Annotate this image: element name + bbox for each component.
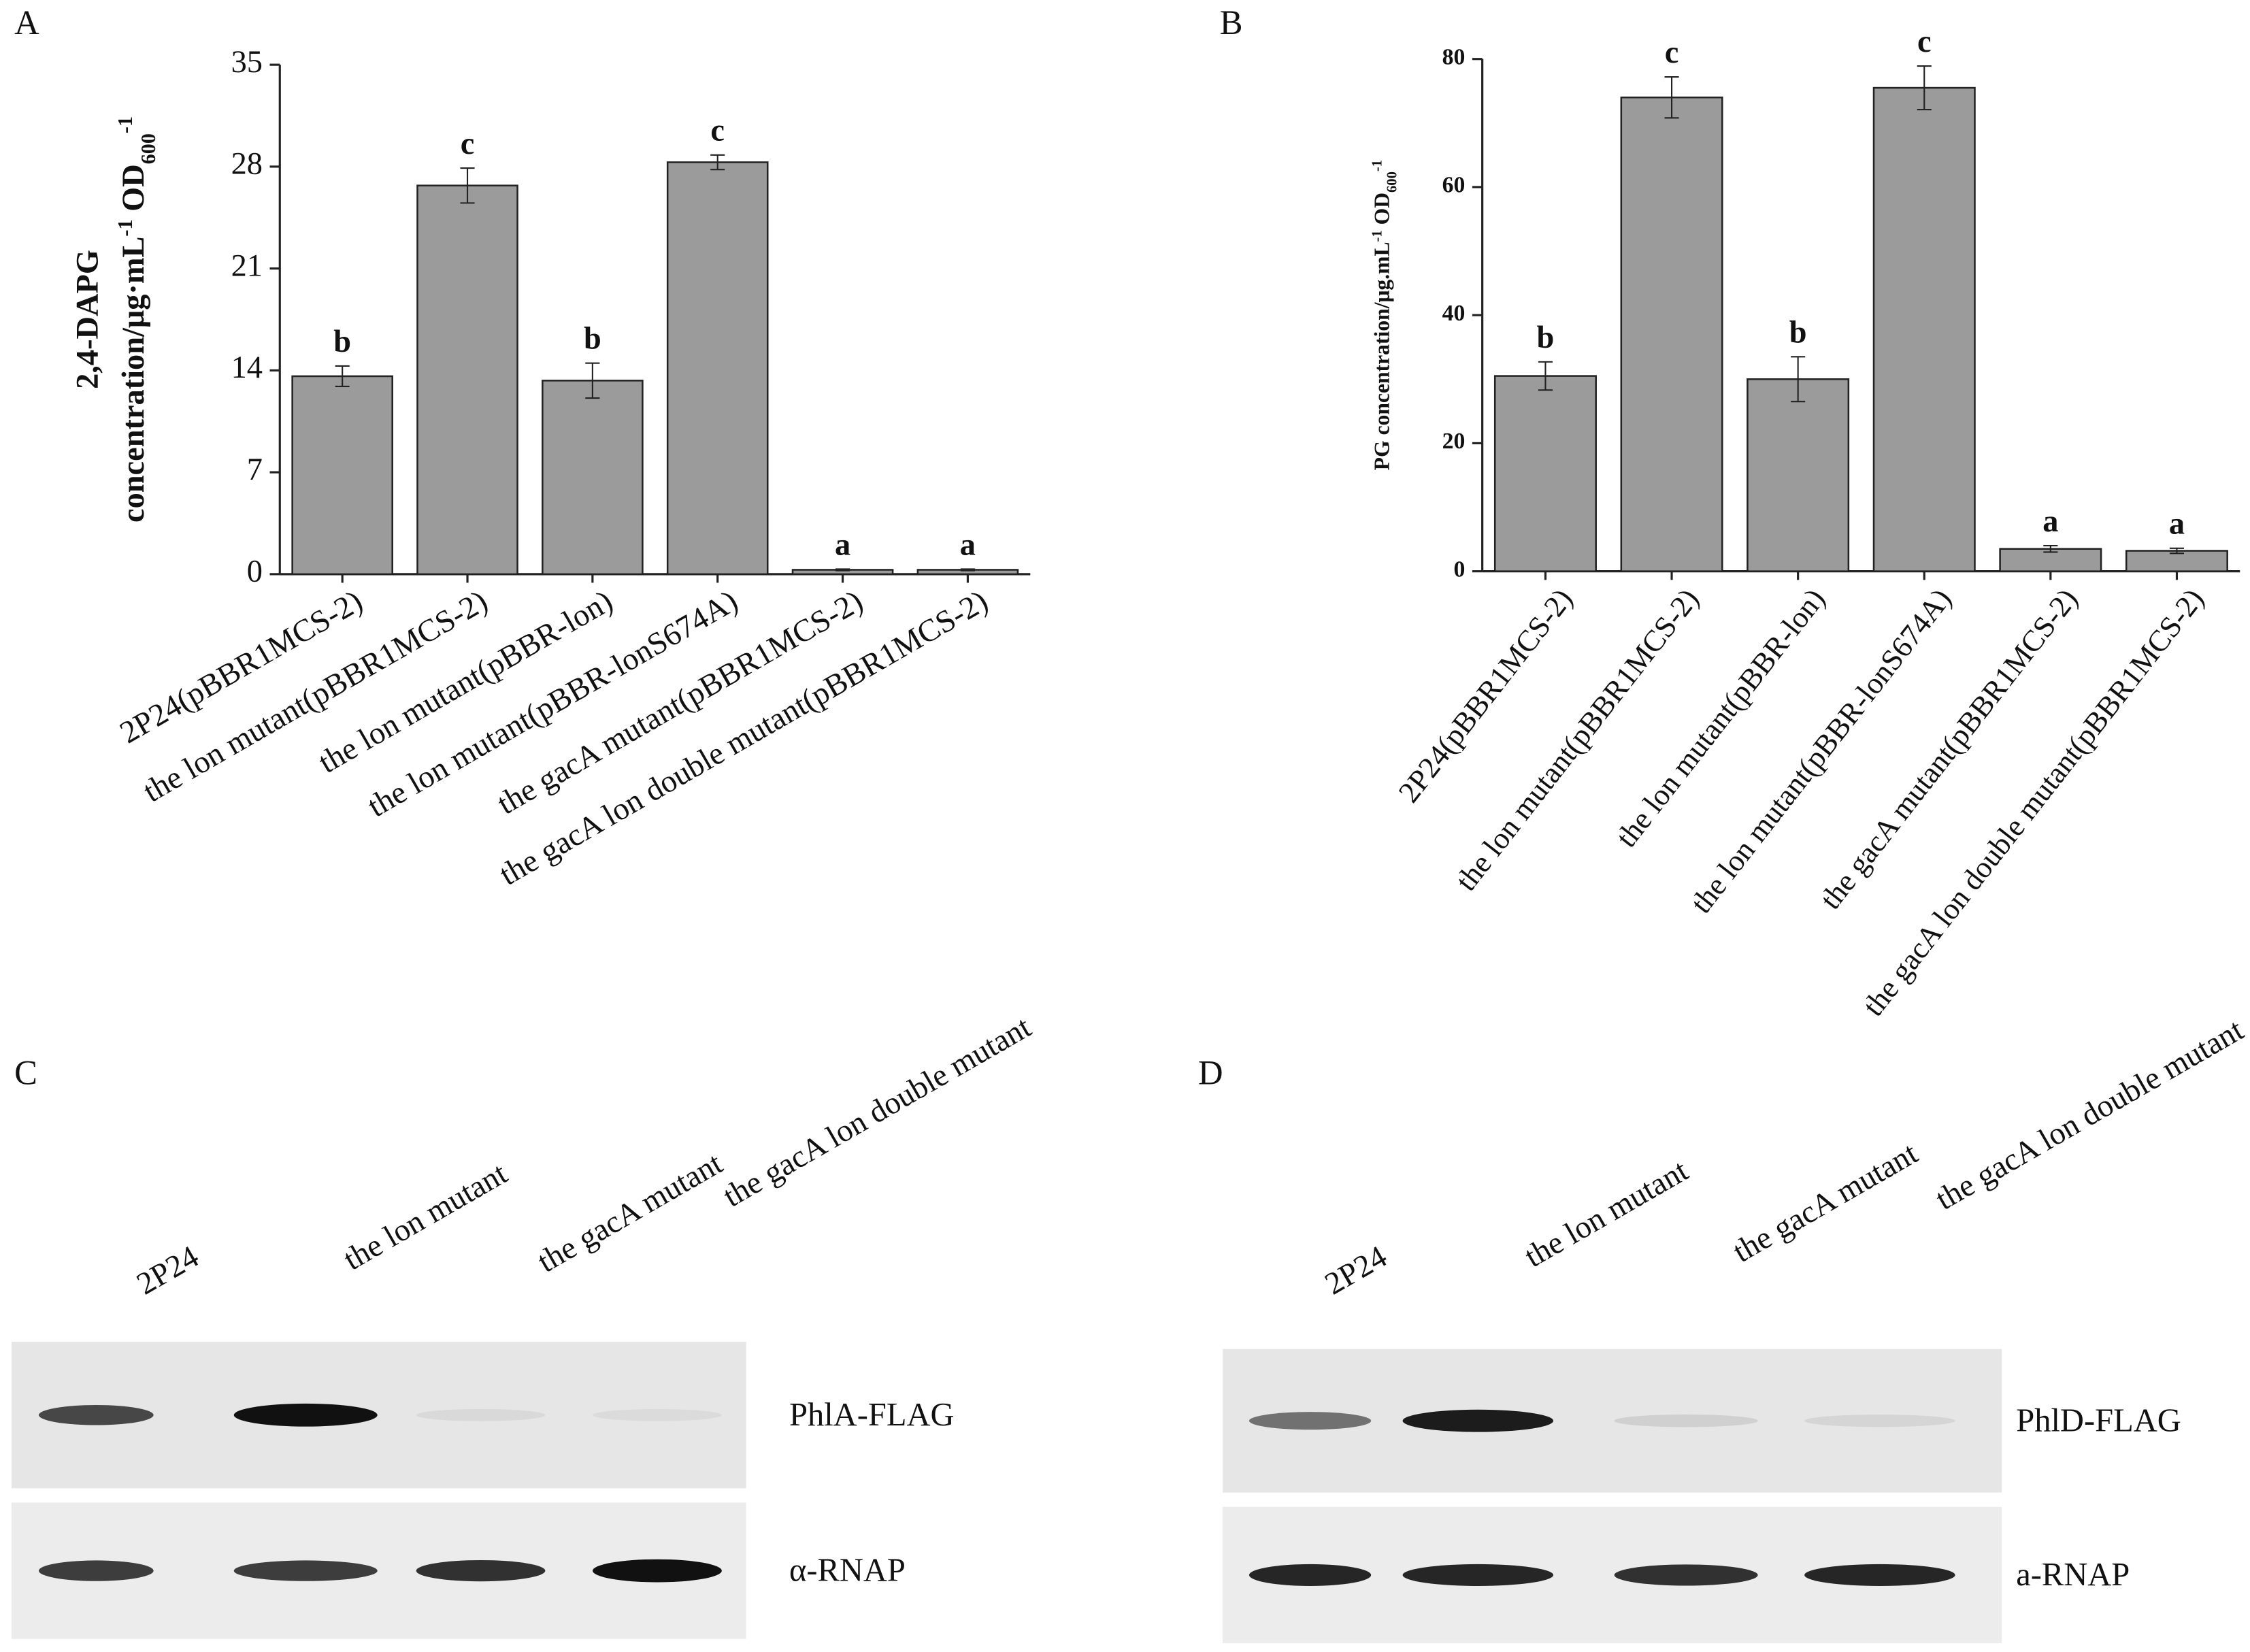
blot-band bbox=[1248, 1412, 1372, 1430]
y-tick-label: 80 bbox=[1442, 44, 1466, 69]
significance-letter: a bbox=[2169, 507, 2185, 542]
error-bar bbox=[1791, 356, 1806, 403]
y-tick-label: 7 bbox=[247, 452, 263, 487]
y-tick-label: 14 bbox=[231, 350, 263, 385]
blot-band bbox=[1804, 1564, 1955, 1586]
band-label: a-RNAP bbox=[2016, 1557, 2130, 1593]
lane-label: the gacA mutant bbox=[532, 1146, 729, 1279]
panel-label: C bbox=[14, 1054, 37, 1092]
significance-letter: b bbox=[1537, 320, 1555, 355]
y-tick-label: 0 bbox=[247, 555, 263, 589]
y-tick-label: 60 bbox=[1442, 173, 1466, 198]
blot-band bbox=[593, 1408, 722, 1421]
error-bar bbox=[585, 362, 600, 399]
significance-letter: c bbox=[1917, 24, 1932, 59]
x-tick-label: the lon mutant(pBBR-lon) bbox=[1610, 582, 1832, 853]
y-axis-label-part: OD bbox=[1370, 193, 1394, 230]
error-bar bbox=[1917, 65, 1932, 111]
error-bar bbox=[460, 167, 475, 204]
bar bbox=[1620, 96, 1723, 572]
significance-letter: c bbox=[710, 114, 725, 148]
y-axis-label-part: concentration/μg·mL bbox=[116, 237, 151, 523]
lane-label: 2P24 bbox=[1319, 1240, 1393, 1302]
significance-letter: a bbox=[960, 527, 976, 562]
error-bar bbox=[2043, 544, 2058, 553]
error-bar bbox=[335, 365, 350, 387]
blot-band bbox=[593, 1559, 722, 1583]
significance-letter: a bbox=[2042, 504, 2058, 539]
y-tick-label: 40 bbox=[1442, 301, 1466, 326]
blot-band bbox=[1804, 1415, 1955, 1427]
significance-letter: a bbox=[835, 527, 850, 562]
blot-band bbox=[38, 1405, 154, 1425]
error-bar bbox=[2169, 547, 2184, 555]
significance-letter: c bbox=[461, 127, 475, 161]
blot-band bbox=[1402, 1564, 1554, 1586]
blot-band bbox=[1248, 1564, 1372, 1586]
y-axis-label-part: OD bbox=[116, 164, 151, 219]
blot-band bbox=[233, 1560, 378, 1581]
blot-band bbox=[233, 1403, 378, 1427]
blot-band bbox=[1614, 1564, 1758, 1586]
blot-band bbox=[1614, 1414, 1758, 1427]
y-tick-label: 0 bbox=[1453, 557, 1465, 582]
bar bbox=[291, 375, 393, 576]
error-bar bbox=[1664, 76, 1679, 119]
band-label: PhlD-FLAG bbox=[2016, 1403, 2181, 1439]
lane-label: the gacA lon double mutant bbox=[1930, 1012, 2250, 1217]
error-bar bbox=[960, 568, 975, 572]
panel-label: A bbox=[14, 3, 39, 42]
bar bbox=[542, 380, 644, 576]
x-tick-label: the lon mutant(pBBR-lonS674A) bbox=[1684, 582, 1957, 919]
bar bbox=[1493, 375, 1597, 572]
y-axis-label-part: 600 bbox=[1385, 171, 1400, 193]
significance-letter: b bbox=[333, 325, 351, 359]
y-axis-label-part: 600 bbox=[137, 133, 160, 164]
lane-label: the gacA mutant bbox=[1727, 1136, 1924, 1270]
blot-band bbox=[416, 1408, 546, 1421]
y-tick-label: 20 bbox=[1442, 429, 1466, 454]
error-bar bbox=[710, 154, 725, 171]
y-tick-label: 28 bbox=[231, 147, 263, 182]
bar bbox=[666, 161, 769, 576]
band-label: α-RNAP bbox=[789, 1553, 906, 1589]
y-tick-label: 35 bbox=[231, 45, 263, 80]
bar bbox=[1872, 86, 1976, 572]
significance-letter: b bbox=[584, 322, 601, 357]
lane-label: 2P24 bbox=[131, 1240, 205, 1302]
lane-label: the gacA lon double mutant bbox=[718, 1010, 1038, 1215]
band-label: PhlA-FLAG bbox=[789, 1397, 955, 1433]
blot-band bbox=[38, 1560, 154, 1581]
bar bbox=[1747, 378, 1850, 572]
lane-label: the lon mutant bbox=[1519, 1153, 1694, 1274]
y-axis-label: PG concentration/μg.mL-1 OD600-1 bbox=[1370, 160, 1400, 470]
y-axis-label-part: -1 bbox=[1370, 230, 1385, 242]
x-tick-label: the lon mutant(pBBR1MCS-2) bbox=[1449, 582, 1705, 897]
error-bar bbox=[835, 568, 850, 572]
error-bar bbox=[1538, 361, 1553, 391]
significance-letter: b bbox=[1789, 315, 1807, 350]
blot-band bbox=[1402, 1409, 1554, 1432]
y-axis-label-part: -1 bbox=[114, 219, 137, 236]
y-axis-label-part: 2,4-DAPG bbox=[70, 250, 105, 389]
y-axis-label: concentration/μg·mL-1 OD600-1 bbox=[114, 116, 160, 523]
lane-label: the lon mutant bbox=[338, 1156, 514, 1277]
y-tick-label: 21 bbox=[231, 248, 263, 283]
significance-letter: c bbox=[1665, 35, 1679, 70]
x-tick-label: the gacA mutant(pBBR1MCS-2) bbox=[1814, 582, 2085, 916]
panel-label: D bbox=[1198, 1054, 1223, 1092]
y-axis-label-part: -1 bbox=[114, 116, 137, 133]
panel-label: B bbox=[1220, 3, 1243, 42]
y-axis-label: 2,4-DAPG bbox=[70, 250, 105, 389]
y-axis-label-part: PG concentration/μg.mL bbox=[1370, 242, 1394, 470]
bar bbox=[416, 184, 518, 576]
y-axis-label-part: -1 bbox=[1370, 160, 1385, 171]
blot-band bbox=[416, 1559, 546, 1582]
